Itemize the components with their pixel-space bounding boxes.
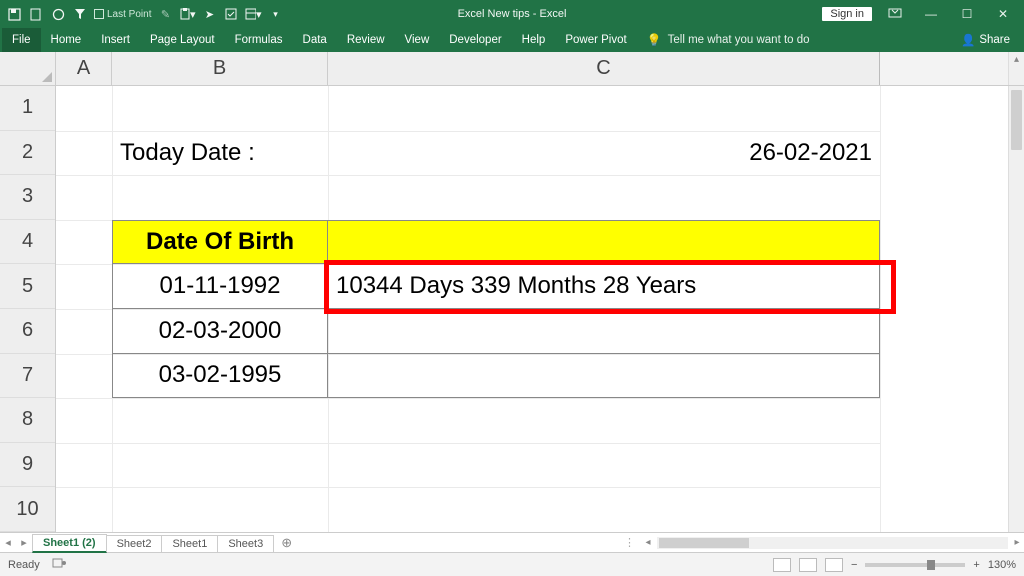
view-normal-icon[interactable]: [773, 558, 791, 572]
tab-pagelayout[interactable]: Page Layout: [140, 28, 225, 52]
last-point-toggle[interactable]: Last Point: [94, 9, 151, 20]
new-sheet-icon[interactable]: ⊕: [281, 535, 292, 551]
cell-c6[interactable]: [328, 309, 880, 354]
row-header-8[interactable]: 8: [0, 398, 55, 443]
zoom-slider[interactable]: [865, 563, 965, 567]
hscroll-left-icon[interactable]: ◂: [641, 537, 655, 548]
row-header-7[interactable]: 7: [0, 354, 55, 399]
row-header-10[interactable]: 10: [0, 487, 55, 532]
share-icon: 👤: [961, 33, 975, 47]
share-label: Share: [979, 34, 1010, 46]
highlight-box: [324, 260, 896, 314]
zoom-knob[interactable]: [927, 560, 935, 570]
horizontal-scrollbar[interactable]: [657, 537, 1008, 549]
col-header-b[interactable]: B: [112, 52, 328, 85]
cell-b5[interactable]: 01-11-1992: [112, 264, 328, 309]
save-icon[interactable]: [6, 6, 22, 22]
view-pagelayout-icon[interactable]: [799, 558, 817, 572]
sheet-tab-1[interactable]: Sheet2: [106, 535, 163, 552]
sheet-tab-2[interactable]: Sheet1: [161, 535, 218, 552]
ribbon-tabs: File Home Insert Page Layout Formulas Da…: [0, 28, 1024, 52]
maximize-icon[interactable]: ☐: [954, 7, 980, 21]
qat-customize-icon[interactable]: ▾: [267, 6, 283, 22]
cell-b4-header[interactable]: Date Of Birth: [112, 220, 328, 265]
title-bar: Last Point ✎ ▾ ➤ ▾ ▾ Excel New tips - Ex…: [0, 0, 1024, 28]
row-header-4[interactable]: 4: [0, 220, 55, 265]
cell-b7[interactable]: 03-02-1995: [112, 354, 328, 399]
row-header-1[interactable]: 1: [0, 86, 55, 131]
tab-review[interactable]: Review: [337, 28, 395, 52]
sheet-tab-bar: ◂ ▸ Sheet1 (2) Sheet2 Sheet1 Sheet3 ⊕ ⋮ …: [0, 532, 1024, 552]
view-pagebreak-icon[interactable]: [825, 558, 843, 572]
row-header-2[interactable]: 2: [0, 131, 55, 176]
paste-dropdown-icon[interactable]: ▾: [179, 6, 195, 22]
arrow-icon[interactable]: ➤: [201, 6, 217, 22]
row-header-6[interactable]: 6: [0, 309, 55, 354]
zoom-out-icon[interactable]: −: [851, 559, 857, 571]
circle-icon[interactable]: [50, 6, 66, 22]
tab-developer[interactable]: Developer: [439, 28, 511, 52]
col-gutter: [880, 52, 1008, 85]
col-header-a[interactable]: A: [56, 52, 112, 85]
window-title: Excel New tips - Excel: [458, 8, 567, 20]
new-icon[interactable]: [28, 6, 44, 22]
quick-access-toolbar: Last Point ✎ ▾ ➤ ▾ ▾: [0, 6, 283, 22]
status-ready: Ready: [8, 559, 40, 571]
cell-c7[interactable]: [328, 354, 880, 399]
tab-nav-prev-icon[interactable]: ◂: [0, 536, 16, 549]
sheet-tab-active[interactable]: Sheet1 (2): [32, 534, 107, 553]
funnel-icon[interactable]: [72, 6, 88, 22]
cell-b2[interactable]: Today Date :: [112, 131, 328, 176]
checkbox-icon[interactable]: [223, 6, 239, 22]
tab-help[interactable]: Help: [512, 28, 556, 52]
hscroll-right-icon[interactable]: ▸: [1010, 537, 1024, 548]
vscroll-thumb[interactable]: [1011, 90, 1022, 150]
macro-record-icon[interactable]: [52, 557, 66, 572]
row-headers: 1 2 3 4 5 6 7 8 9 10: [0, 86, 56, 532]
cell-b6[interactable]: 02-03-2000: [112, 309, 328, 354]
vertical-scrollbar[interactable]: [1008, 86, 1024, 532]
select-all-triangle[interactable]: [0, 52, 56, 85]
lightbulb-icon: 💡: [647, 33, 662, 47]
signin-button[interactable]: Sign in: [822, 7, 872, 21]
ribbon-options-icon[interactable]: [882, 7, 908, 22]
tell-me-search[interactable]: 💡 Tell me what you want to do: [647, 33, 810, 47]
cell-c4-header[interactable]: [328, 220, 880, 265]
form-icon[interactable]: ▾: [245, 6, 261, 22]
hscroll-thumb[interactable]: [659, 538, 749, 548]
tab-data[interactable]: Data: [293, 28, 337, 52]
hscroll-splitter[interactable]: ⋮: [624, 536, 635, 549]
zoom-in-icon[interactable]: +: [973, 559, 979, 571]
scroll-up-icon[interactable]: [1008, 52, 1024, 85]
row-header-3[interactable]: 3: [0, 175, 55, 220]
row-header-5[interactable]: 5: [0, 264, 55, 309]
tab-view[interactable]: View: [395, 28, 440, 52]
share-button[interactable]: 👤 Share: [961, 33, 1022, 47]
status-bar: Ready − + 130%: [0, 552, 1024, 576]
column-headers: A B C: [0, 52, 1024, 86]
sheet-tab-3[interactable]: Sheet3: [217, 535, 274, 552]
row-header-9[interactable]: 9: [0, 443, 55, 488]
minimize-icon[interactable]: —: [918, 7, 944, 21]
tab-home[interactable]: Home: [41, 28, 92, 52]
col-header-c[interactable]: C: [328, 52, 880, 85]
zoom-level[interactable]: 130%: [988, 559, 1016, 571]
cell-grid[interactable]: Today Date : 26-02-2021 Date Of Birth 01…: [56, 86, 1008, 532]
tab-formulas[interactable]: Formulas: [225, 28, 293, 52]
tab-insert[interactable]: Insert: [91, 28, 140, 52]
tab-file[interactable]: File: [2, 28, 41, 52]
cell-c2[interactable]: 26-02-2021: [328, 131, 880, 176]
tab-nav-next-icon[interactable]: ▸: [16, 536, 32, 549]
tab-powerpivot[interactable]: Power Pivot: [555, 28, 636, 52]
edit-icon[interactable]: ✎: [157, 6, 173, 22]
tell-me-label: Tell me what you want to do: [668, 34, 810, 46]
close-icon[interactable]: ✕: [990, 7, 1016, 21]
